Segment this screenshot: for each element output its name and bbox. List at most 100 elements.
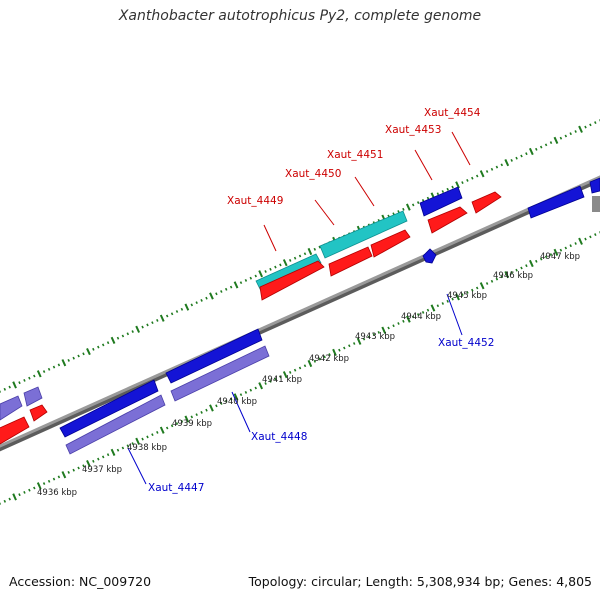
gene-label-xaut-4452[interactable]: Xaut_4452: [438, 337, 494, 349]
minor-tick: [180, 307, 184, 311]
minor-tick: [293, 256, 297, 260]
gene-label-xaut-4447[interactable]: Xaut_4447: [148, 482, 204, 494]
kbp-label: 4941 kbp: [262, 375, 302, 385]
gene-xaut-4448[interactable]: [170, 345, 270, 402]
major-tick: [184, 303, 190, 311]
gene-reverse-top-a[interactable]: [419, 186, 463, 217]
kbp-label: 4944 kbp: [401, 312, 441, 322]
minor-tick: [244, 278, 248, 282]
accession-label: Accession: NC_009720: [9, 574, 152, 589]
minor-tick: [244, 390, 248, 394]
minor-tick: [426, 196, 430, 200]
minor-tick: [57, 363, 61, 367]
minor-tick: [106, 453, 110, 457]
gene-forward-a[interactable]: [259, 260, 325, 301]
minor-tick: [165, 314, 169, 318]
major-tick: [479, 282, 485, 290]
minor-tick: [220, 290, 223, 293]
major-tick: [553, 248, 559, 257]
major-tick: [332, 348, 337, 357]
inner-tick-row: [0, 231, 600, 505]
minor-tick: [269, 267, 272, 271]
minor-tick: [510, 270, 513, 274]
gene-reverse-top-c[interactable]: [589, 177, 600, 194]
major-tick: [282, 371, 288, 379]
minor-tick: [254, 274, 257, 278]
minor-tick: [288, 258, 292, 262]
minor-tick: [92, 459, 95, 463]
outer-tick-row: [0, 119, 600, 393]
gene-reverse-top-b[interactable]: [527, 185, 585, 219]
minor-tick: [500, 275, 504, 279]
minor-tick: [47, 479, 51, 483]
gene-label-xaut-4451[interactable]: Xaut_4451: [327, 149, 383, 161]
minor-tick: [446, 187, 449, 191]
minor-tick: [525, 152, 528, 156]
minor-tick: [82, 352, 85, 356]
minor-tick: [121, 334, 125, 338]
minor-tick: [495, 277, 499, 281]
major-tick: [405, 315, 411, 323]
major-tick: [61, 471, 67, 479]
minor-tick: [146, 323, 149, 327]
major-tick: [504, 270, 510, 279]
minor-tick: [446, 299, 449, 303]
minor-tick: [239, 393, 243, 397]
gene-label-xaut-4454[interactable]: Xaut_4454: [424, 107, 481, 119]
minor-tick: [264, 270, 267, 273]
gene-reverse-left-b[interactable]: [0, 395, 23, 421]
minor-tick: [3, 499, 7, 503]
gene-label-xaut-4449[interactable]: Xaut_4449: [227, 195, 283, 207]
gene-xaut-4451[interactable]: [370, 229, 411, 258]
minor-tick: [495, 165, 499, 169]
gene-xaut-4452[interactable]: [422, 248, 437, 264]
gene-label-xaut-4448[interactable]: Xaut_4448: [251, 431, 307, 443]
gene-forward-b[interactable]: [328, 246, 373, 277]
minor-tick: [584, 237, 587, 241]
gene-forward-left-a[interactable]: [0, 416, 30, 445]
minor-tick: [264, 382, 267, 385]
minor-tick: [594, 121, 597, 125]
minor-tick: [175, 422, 179, 425]
major-tick: [578, 237, 583, 245]
minor-tick: [451, 297, 454, 301]
minor-tick: [131, 330, 134, 333]
minor-tick: [121, 446, 125, 450]
gene-forward-left-b[interactable]: [29, 404, 48, 422]
gene-xaut-4450[interactable]: [319, 210, 408, 259]
gene-xaut-4454[interactable]: [471, 191, 502, 214]
minor-tick: [574, 130, 577, 133]
gene-label-xaut-4453[interactable]: Xaut_4453: [385, 124, 441, 136]
major-tick: [553, 136, 559, 145]
gene-reverse-left-c[interactable]: [23, 386, 43, 407]
minor-tick: [23, 378, 26, 382]
gene-label-xaut-4450[interactable]: Xaut_4450: [285, 168, 341, 180]
gene-reverse-left-a[interactable]: [59, 379, 159, 438]
major-tick: [36, 482, 42, 490]
kbp-label: 4947 kbp: [540, 252, 580, 262]
major-tick: [455, 181, 460, 189]
gene-xaut-4447[interactable]: [65, 394, 166, 455]
minor-tick: [318, 245, 321, 249]
minor-tick: [175, 310, 179, 313]
minor-tick: [33, 374, 36, 378]
minor-tick: [190, 415, 194, 419]
minor-tick: [569, 132, 572, 136]
minor-tick: [525, 264, 528, 268]
minor-tick: [249, 388, 253, 392]
major-tick: [405, 203, 411, 211]
major-tick: [86, 459, 91, 468]
gene-xaut-4453[interactable]: [427, 206, 468, 234]
gene-reverse-mid-a[interactable]: [165, 328, 263, 384]
minor-tick: [97, 457, 100, 461]
minor-tick: [397, 210, 400, 213]
minor-tick: [441, 190, 445, 193]
minor-tick: [146, 435, 149, 439]
minor-tick: [97, 345, 100, 349]
major-tick: [504, 158, 510, 167]
figure-title: Xanthobacter autotrophicus Py2, complete…: [118, 8, 482, 24]
minor-tick: [372, 333, 376, 337]
minor-tick: [298, 254, 302, 258]
minor-tick: [589, 123, 592, 127]
